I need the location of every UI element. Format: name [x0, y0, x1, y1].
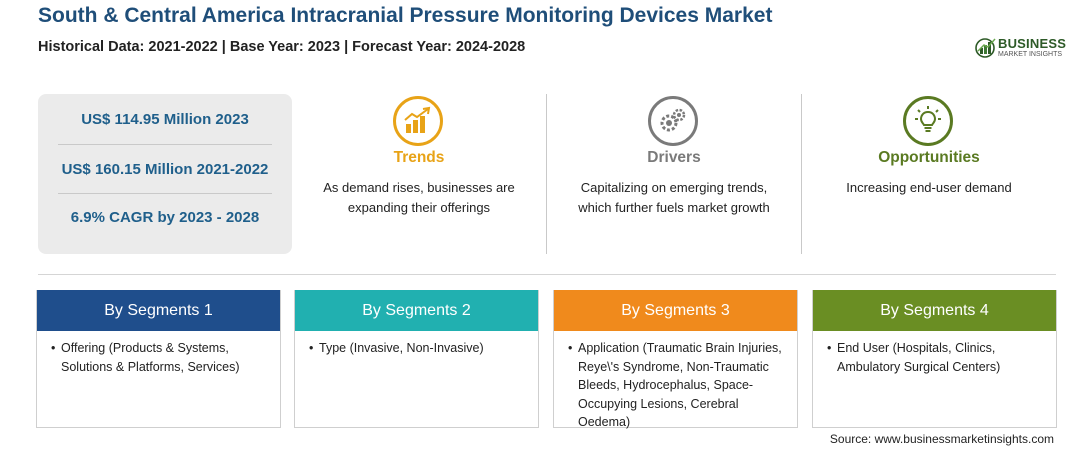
globe-bars-icon	[975, 38, 996, 58]
segment-card-4: By Segments 4 • End User (Hospitals, Clin…	[812, 290, 1057, 428]
feature-title: Trends	[393, 149, 445, 166]
source-credit[interactable]: Source: www.businessmarketinsights.com	[829, 432, 1054, 446]
segment-card-1: By Segments 1 • Offering (Products & Syst…	[36, 290, 281, 428]
feature-drivers: Drivers Capitalizing on emerging trends,…	[547, 94, 801, 254]
feature-description: Increasing end-user demand	[846, 180, 1012, 195]
feature-trends: Trends As demand rises, businesses are e…	[292, 94, 546, 254]
segment-header: By Segments 3	[554, 290, 797, 331]
segment-item-text: Type (Invasive, Non-Invasive)	[319, 341, 484, 355]
segment-body: • End User (Hospitals, Clinics, Ambulator…	[813, 331, 1056, 376]
bullet: •	[51, 341, 56, 355]
market-stats-panel: US$ 114.95 Million 2023 US$ 160.15 Milli…	[38, 94, 292, 254]
page-title: South & Central America Intracranial Pre…	[38, 4, 773, 27]
bullet: •	[827, 341, 832, 355]
segment-header: By Segments 1	[37, 290, 280, 331]
stat-divider	[58, 193, 272, 194]
gears-icon	[648, 96, 698, 146]
stat-historical-size: US$ 160.15 Million 2021-2022	[61, 161, 269, 178]
segment-header: By Segments 2	[295, 290, 538, 331]
feature-opportunities: Opportunities Increasing end-user demand	[802, 94, 1056, 254]
segment-card-2: By Segments 2 • Type (Invasive, Non-Invas…	[294, 290, 539, 428]
segment-body: • Application (Traumatic Brain Injuries, …	[554, 331, 797, 432]
feature-description: As demand rises, businesses are expandin…	[323, 180, 515, 215]
logo-tagline: MARKET INSIGHTS	[998, 51, 1063, 58]
segment-card-3: By Segments 3 • Application (Traumatic Br…	[553, 290, 798, 429]
stat-market-size-2023: US$ 114.95 Million 2023	[81, 111, 249, 128]
column-divider	[546, 94, 547, 254]
page-subtitle: Historical Data: 2021-2022 | Base Year: …	[38, 39, 526, 55]
segment-item-text: Application (Traumatic Brain Injuries, R…	[578, 341, 782, 429]
segment-header: By Segments 4	[813, 290, 1056, 331]
segment-item-text: Offering (Products & Systems, Solutions …	[61, 341, 240, 374]
segment-body: • Type (Invasive, Non-Invasive)	[295, 331, 538, 358]
column-divider	[801, 94, 802, 254]
segment-item: • End User (Hospitals, Clinics, Ambulator…	[827, 339, 1042, 376]
company-logo[interactable]: BUSINESS MARKET INSIGHTS	[974, 34, 1070, 62]
feature-title: Drivers	[647, 149, 701, 166]
stat-divider	[58, 144, 272, 145]
trend-chart-icon	[393, 96, 443, 146]
stat-cagr: 6.9% CAGR by 2023 - 2028	[70, 209, 260, 226]
lightbulb-icon	[903, 96, 953, 146]
bullet: •	[568, 341, 573, 355]
segment-item: • Type (Invasive, Non-Invasive)	[309, 339, 524, 358]
segment-item-text: End User (Hospitals, Clinics, Ambulatory…	[837, 341, 1001, 374]
feature-title: Opportunities	[878, 149, 980, 166]
feature-description: Capitalizing on emerging trends, which f…	[578, 180, 770, 215]
segment-item: • Application (Traumatic Brain Injuries, …	[568, 339, 783, 432]
logo-name: BUSINESS	[998, 36, 1067, 51]
segment-body: • Offering (Products & Systems, Solutions…	[37, 331, 280, 376]
bullet: •	[309, 341, 314, 355]
section-divider	[38, 274, 1056, 275]
segment-item: • Offering (Products & Systems, Solutions…	[51, 339, 266, 376]
